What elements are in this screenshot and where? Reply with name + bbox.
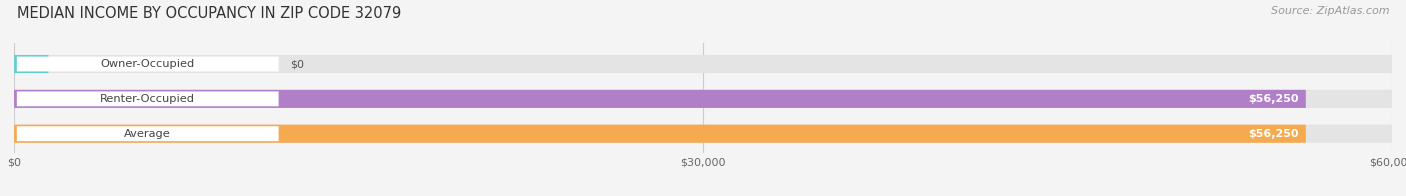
FancyBboxPatch shape: [14, 55, 1392, 73]
FancyBboxPatch shape: [14, 55, 48, 73]
Text: MEDIAN INCOME BY OCCUPANCY IN ZIP CODE 32079: MEDIAN INCOME BY OCCUPANCY IN ZIP CODE 3…: [17, 6, 401, 21]
Text: Average: Average: [124, 129, 172, 139]
Text: $0: $0: [290, 59, 304, 69]
FancyBboxPatch shape: [14, 125, 1306, 143]
FancyBboxPatch shape: [17, 126, 278, 141]
Text: $56,250: $56,250: [1249, 94, 1299, 104]
FancyBboxPatch shape: [17, 92, 278, 106]
Text: Source: ZipAtlas.com: Source: ZipAtlas.com: [1271, 6, 1389, 16]
Text: Owner-Occupied: Owner-Occupied: [101, 59, 195, 69]
FancyBboxPatch shape: [17, 57, 278, 72]
FancyBboxPatch shape: [14, 90, 1306, 108]
FancyBboxPatch shape: [14, 125, 1392, 143]
FancyBboxPatch shape: [14, 90, 1392, 108]
Text: Renter-Occupied: Renter-Occupied: [100, 94, 195, 104]
Text: $56,250: $56,250: [1249, 129, 1299, 139]
